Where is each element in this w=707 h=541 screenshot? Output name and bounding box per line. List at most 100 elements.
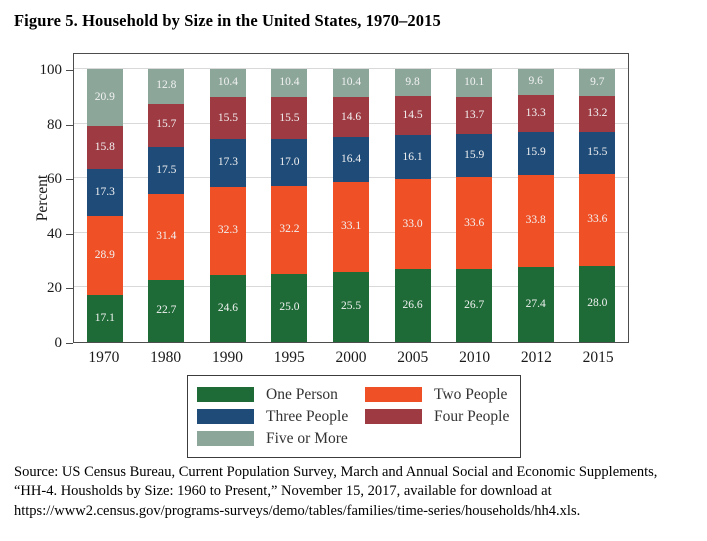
legend-item-three-people: Three People [197,407,365,426]
segment-value-label: 32.2 [279,223,300,236]
legend-item-five-or-more: Five or More [197,429,365,448]
segment-value-label: 16.4 [340,152,362,165]
segment-value-label: 33.6 [587,212,608,225]
segment-value-label: 13.2 [587,106,608,119]
bar-segment: 17.3 [86,169,123,217]
y-tick-mark-40 [66,233,73,235]
bar-segment: 15.9 [517,131,554,175]
y-tick-label-100: 100 [39,62,63,78]
segment-value-label: 17.1 [94,311,115,324]
x-tick-label-2005: 2005 [397,349,429,366]
bar-column-2012: 27.4 33.8 15.9 13.3 9.6 [505,69,567,342]
segment-value-label: 9.7 [590,75,605,88]
segment-value-label: 17.0 [279,155,300,168]
segment-value-label: 15.5 [587,145,608,158]
legend-swatch [365,387,422,402]
bar-segment: 25.0 [271,273,308,342]
bar-segment: 26.7 [456,269,493,342]
legend-swatch [365,409,422,424]
bar-segment: 13.7 [456,96,493,134]
bar-segment: 14.6 [333,97,370,138]
segment-value-label: 9.6 [528,75,543,88]
bar-segment: 26.6 [394,269,431,342]
segment-value-label: 22.7 [156,304,177,317]
segment-value-label: 32.3 [217,224,238,236]
bar-column-2010: 26.7 33.6 15.9 13.7 10.1 [443,69,505,342]
bar-segment: 33.8 [517,174,554,268]
x-tick-label-1970: 1970 [88,349,120,366]
bar-segment: 22.7 [148,280,185,342]
legend: One Person Two People Three People Four Peo… [187,375,521,458]
legend-item-one-person: One Person [197,385,365,404]
gridline-100 [74,68,628,69]
y-tick-mark-60 [66,179,73,181]
segment-value-label: 31.4 [156,230,177,243]
bar-segment: 33.1 [333,182,370,273]
bar-segment: 9.8 [394,69,431,96]
bar-segment: 13.3 [517,95,554,132]
legend-item-two-people: Two People [365,385,514,404]
segment-value-label: 15.8 [94,140,115,153]
stacked-bar-2000: 25.5 33.1 16.4 14.6 10.4 [333,69,370,342]
segment-value-label: 26.7 [464,298,485,311]
legend-label: Four People [434,407,510,425]
stacked-bar-1970: 17.1 28.9 17.3 15.8 20.9 [86,69,123,342]
bar-segment: 15.8 [86,126,123,170]
segment-value-label: 10.4 [279,76,300,89]
bar-segment: 10.4 [209,68,246,98]
bar-column-1995: 25.0 32.2 17.0 15.5 10.4 [259,68,321,342]
y-tick-mark-20 [66,288,73,290]
x-tick-label-2010: 2010 [459,349,491,366]
segment-value-label: 15.7 [156,118,177,131]
segment-value-label: 26.6 [402,298,423,311]
bar-segment: 28.0 [579,265,616,342]
bar-segment: 17.3 [209,139,246,187]
legend-item-four-people: Four People [365,407,514,426]
bar-segment: 32.3 [209,186,246,275]
segment-value-label: 17.3 [94,186,115,199]
stacked-bar-2005: 26.6 33.0 16.1 14.5 9.8 [394,69,431,342]
source-note: Source: US Census Bureau, Current Popula… [14,463,702,521]
segment-value-label: 14.5 [402,108,423,121]
stacked-bar-2015: 28.0 33.6 15.5 13.2 9.7 [579,69,616,342]
bar-segment: 33.0 [394,179,431,270]
bar-segment: 10.1 [456,69,493,97]
segment-value-label: 10.4 [340,76,362,89]
legend-label: One Person [266,385,338,403]
source-line: “HH-4. Housholds by Size: 1960 to Presen… [14,483,552,500]
y-tick-label-80: 80 [47,116,62,133]
segment-value-label: 15.9 [464,148,485,161]
bar-segment: 33.6 [456,177,493,270]
bar-segment: 10.4 [271,68,308,98]
bar-segment: 27.4 [517,267,554,342]
stacked-bar-1995: 25.0 32.2 17.0 15.5 10.4 [271,68,308,342]
segment-value-label: 16.1 [402,150,423,163]
bar-segment: 33.6 [579,173,616,266]
x-tick-label-1990: 1990 [211,349,243,366]
bar-segment: 28.9 [86,216,123,296]
bar-segment: 17.0 [271,139,308,186]
segment-value-label: 13.3 [525,106,546,119]
segment-value-label: 15.9 [525,146,546,159]
bar-segment: 15.7 [148,103,185,147]
bar-segment: 13.2 [579,95,616,132]
segment-value-label: 28.9 [94,249,115,262]
bar-segment: 15.9 [456,133,493,178]
segment-value-label: 17.3 [217,156,238,169]
y-tick-label-0: 0 [54,335,63,351]
segment-value-label: 33.0 [402,217,423,230]
segment-value-label: 10.4 [217,76,238,89]
bar-segment: 16.4 [333,137,370,183]
stacked-bar-2012: 27.4 33.8 15.9 13.3 9.6 [517,69,554,342]
bar-segment: 17.5 [148,146,185,195]
segment-value-label: 33.6 [464,216,485,229]
x-tick-label-2000: 2000 [335,349,367,366]
source-line: https://www2.census.gov/programs-surveys… [14,502,581,519]
bar-column-2000: 25.5 33.1 16.4 14.6 10.4 [320,69,382,342]
bar-segment: 10.4 [333,69,370,98]
plot-area: 17.1 28.9 17.3 15.8 20.9 22.7 31.4 17.5 15.7 12.8… [73,53,629,343]
bar-segment: 25.5 [333,272,370,342]
y-tick-mark-80 [66,124,73,126]
legend-swatch [197,409,254,424]
